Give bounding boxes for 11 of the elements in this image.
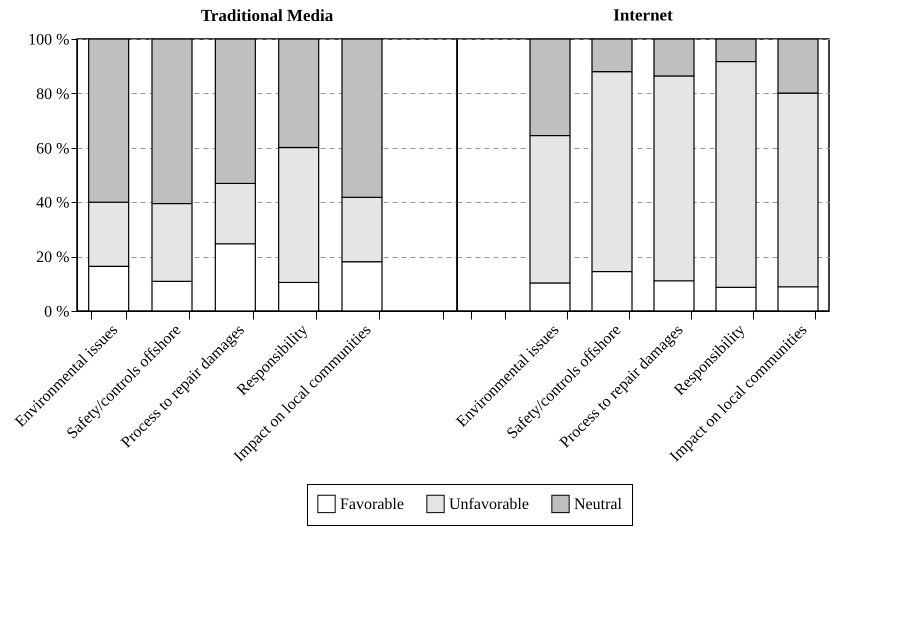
y-tick-label: 80 % [36,86,70,103]
legend-label: Unfavorable [449,496,529,513]
y-tick-label: 0 % [44,304,70,320]
y-tick-label: 100 % [28,32,70,48]
legend-label: Neutral [574,496,623,513]
y-tick-label: 60 % [36,140,70,158]
chart-title: Internet [613,5,674,24]
y-tick-label: 40 % [36,194,70,212]
y-tick-label: 20 % [36,249,70,266]
chart-title: Traditional Media [200,6,334,25]
legend-label: Favorable [340,496,404,513]
